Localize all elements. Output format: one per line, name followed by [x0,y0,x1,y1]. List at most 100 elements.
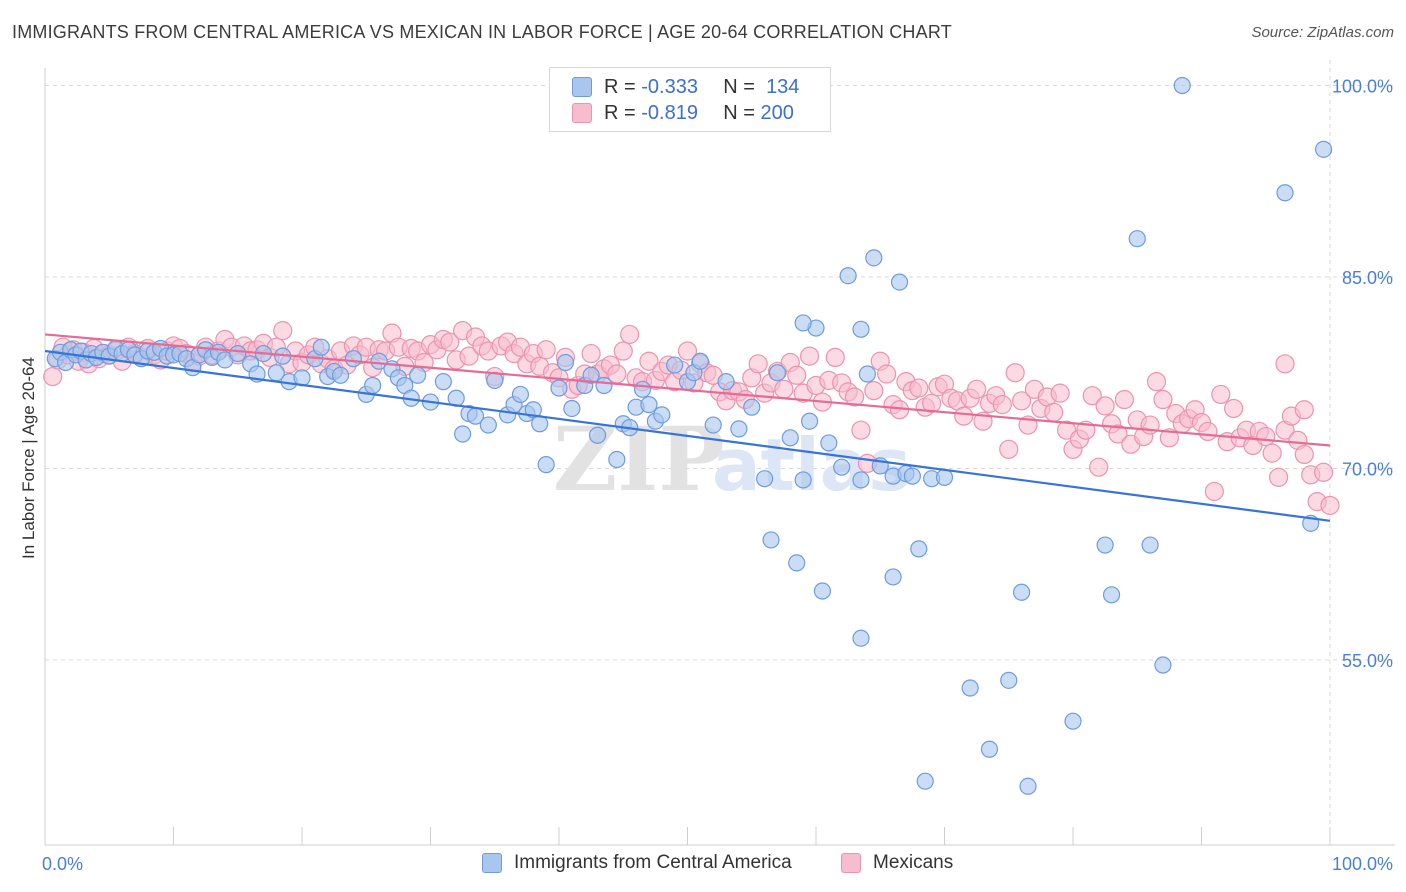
central-america-point [524,401,542,419]
central-america-point [910,540,928,558]
central-america-point [1276,184,1294,202]
mexicans-point [1082,386,1102,406]
mexicans-point [1262,443,1282,463]
central-america-point [550,379,568,397]
mexicans-point [1044,402,1064,422]
central-america-point [370,352,388,370]
central-america-point [813,582,832,600]
central-america-point [1154,656,1172,674]
chart-title: IMMIGRANTS FROM CENTRAL AMERICA VS MEXIC… [12,22,952,42]
mexicans-point [1108,424,1128,444]
mexicans-point [1146,372,1167,392]
axes [44,68,1395,846]
mexicans-point [273,321,293,341]
mexicans-point [1224,398,1244,419]
mexicans-point [459,346,479,366]
central-america-point [1128,230,1146,248]
mexicans-point [1011,391,1032,411]
central-america-point [1173,76,1191,95]
x-tick-labels: 0.0% 100.0% [42,854,1393,874]
central-america-point [704,416,722,434]
legend-item-central-america: Immigrants from Central America [482,852,792,874]
x-tick-label: 0.0% [42,854,83,874]
central-america-point [1096,536,1114,554]
mexicans-point [1095,396,1115,416]
mexicans-point [536,340,556,360]
mexicans-point [864,380,884,401]
central-america-point [852,471,870,489]
central-america-point [820,434,838,452]
central-america-point [800,412,819,430]
mexicans-point [992,395,1012,415]
mexicans-point [825,347,845,368]
central-america-point [1012,583,1031,601]
r-value: -0.333 [641,75,698,98]
mexicans-point [922,393,942,413]
central-america-point [582,366,600,384]
trend-lines [44,333,1331,522]
central-america-point [781,429,799,447]
y-tick-label: 70.0% [1342,459,1393,479]
mexicans-point [909,378,929,398]
central-america-point [865,249,883,267]
n-label: N = [723,75,755,98]
mexicans-point [1050,383,1070,403]
central-america-point [364,376,382,395]
blue-swatch [482,853,502,873]
r-label: R = [604,101,636,124]
r-value: -0.819 [641,101,698,124]
central-america-point [1141,536,1159,554]
legend-label: Immigrants from Central America [514,852,792,873]
mexicans-point [1256,426,1276,447]
central-america-point [884,568,902,586]
watermark-zip: ZIP [553,407,725,511]
central-america-point [409,366,427,384]
central-america-point [1314,140,1333,158]
mexicans-point [1089,457,1109,477]
legend-label: Mexicans [873,852,954,873]
mexicans-point [43,366,63,387]
mexicans-point [877,364,897,384]
central-america-point [454,425,472,443]
central-america-point [794,471,812,489]
central-america-point [755,470,774,488]
mexicans-point [1159,428,1179,448]
mexicans-point [851,420,871,440]
central-america-point [633,380,652,398]
n-value: 134 [766,75,800,98]
central-america-point [537,456,555,474]
central-america-point [595,376,613,395]
central-america-trend-line [44,349,1331,522]
legend-row-central-america: R = -0.333 N = 134 [572,75,799,99]
central-america-point [768,364,787,382]
y-tick-label: 100.0% [1332,77,1393,97]
central-america-point [511,385,530,404]
mexicans-point [999,439,1019,459]
n-value: 200 [760,101,794,124]
mexicans-point [1275,354,1295,374]
mexicans-point [1153,389,1173,410]
central-america-point [916,772,934,790]
central-america-point [344,350,362,368]
mexicans-point [954,406,974,426]
y-tick-label: 55.0% [1342,651,1393,671]
mexicans-trend-line [44,333,1331,447]
central-america-point [794,314,812,332]
central-america-point [890,273,909,291]
mexicans-point [677,341,698,361]
central-america-point [980,740,999,758]
central-america-point [229,344,247,363]
y-tick-label: 85.0% [1342,268,1393,288]
central-america-point [556,353,575,372]
legend-item-mexicans: Mexicans [841,852,953,874]
central-america-point [833,458,851,476]
central-america-point [1064,712,1082,730]
central-america-point [1102,586,1121,604]
mexicans-point [1114,389,1135,410]
central-america-point [903,467,921,485]
central-america-point [588,426,607,444]
central-america-point [563,399,581,418]
central-america-point [608,450,626,469]
central-america-point [743,398,761,416]
